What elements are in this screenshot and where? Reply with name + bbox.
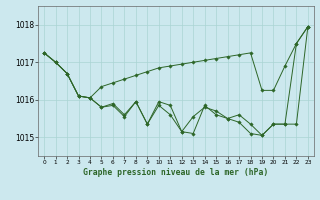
X-axis label: Graphe pression niveau de la mer (hPa): Graphe pression niveau de la mer (hPa) — [84, 168, 268, 177]
